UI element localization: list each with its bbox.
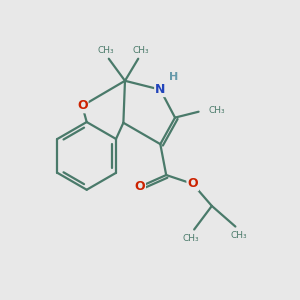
Text: CH₃: CH₃ (209, 106, 226, 115)
Text: CH₃: CH₃ (183, 234, 200, 243)
Text: CH₃: CH₃ (98, 46, 114, 55)
Text: O: O (134, 180, 145, 193)
Text: H: H (169, 72, 178, 82)
Text: O: O (77, 99, 88, 112)
Text: CH₃: CH₃ (230, 231, 247, 240)
Text: CH₃: CH₃ (133, 46, 149, 55)
Text: N: N (155, 83, 166, 96)
Text: O: O (188, 177, 198, 190)
